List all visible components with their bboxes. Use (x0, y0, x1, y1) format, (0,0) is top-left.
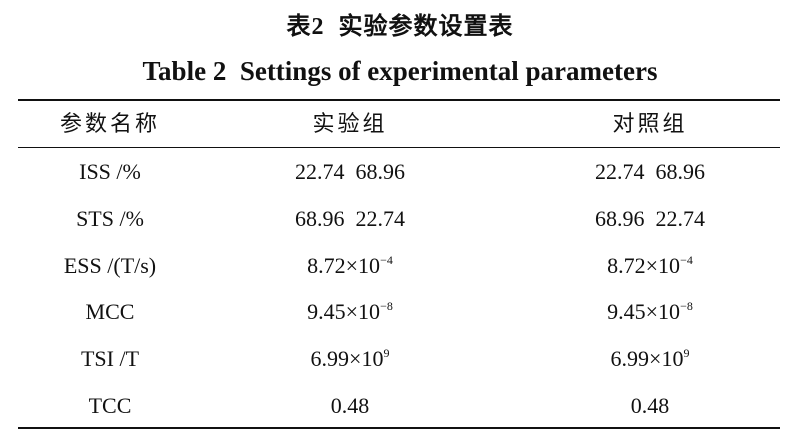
table-cell: TSI /T (80, 346, 140, 371)
table-cell: 6.99×109 (210, 346, 490, 372)
cell-exponent: 9 (383, 346, 390, 360)
cell-exponent: 9 (683, 346, 690, 360)
cell-base: 8.72×10 (307, 253, 381, 278)
cell-base: 9.45×10 (307, 299, 381, 324)
table-cell: 68.96 22.74 (295, 206, 405, 231)
cell-base: 6.99×10 (610, 346, 684, 371)
cell-exponent: −8 (680, 299, 693, 313)
table-cell: 6.99×109 (510, 346, 790, 372)
table-cell: 9.45×10−8 (510, 299, 790, 325)
table-cell: MCC (85, 299, 135, 324)
table-cell: 8.72×10−4 (510, 253, 790, 279)
table-cell: 22.74 68.96 (595, 159, 705, 184)
table-cell: 68.96 22.74 (595, 206, 705, 231)
top-rule (18, 99, 780, 101)
bottom-rule (18, 427, 780, 429)
cell-exponent: −4 (380, 253, 393, 267)
cell-exponent: −4 (680, 253, 693, 267)
table-title-cn: 表2 实验参数设置表 (286, 14, 514, 40)
header-rule (18, 147, 780, 148)
table-cell: ESS /(T/s) (63, 253, 157, 278)
table-cell: 0.48 (630, 393, 670, 418)
cell-exponent: −8 (380, 299, 393, 313)
cell-base: 8.72×10 (607, 253, 681, 278)
table-cell: 0.48 (330, 393, 370, 418)
cell-base: 6.99×10 (310, 346, 384, 371)
table-cell: STS /% (76, 206, 144, 231)
column-header: 参数名称 (59, 111, 160, 136)
table-cell: 22.74 68.96 (295, 159, 405, 184)
table-title-en: Table 2 Settings of experimental paramet… (142, 56, 658, 86)
table-cell: TCC (88, 393, 132, 418)
table-cell: 9.45×10−8 (210, 299, 490, 325)
table-cell: 8.72×10−4 (210, 253, 490, 279)
column-header: 实验组 (312, 111, 388, 136)
column-header: 对照组 (612, 111, 688, 136)
cell-base: 9.45×10 (607, 299, 681, 324)
table-cell: ISS /% (79, 159, 141, 184)
